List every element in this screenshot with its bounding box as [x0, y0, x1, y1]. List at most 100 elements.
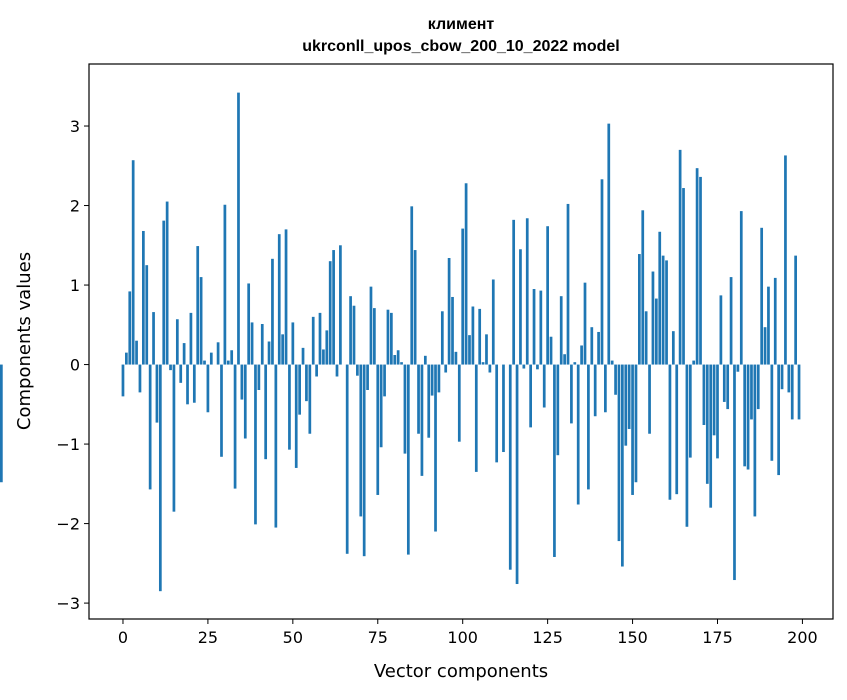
bar-component-97 [451, 297, 454, 365]
bar-component-104 [475, 365, 478, 472]
bar-component-119 [526, 218, 529, 364]
bar-component-36 [244, 365, 247, 439]
bar-component-25 [207, 365, 210, 413]
y-tick-label: −2 [56, 515, 80, 534]
bar-component-127 [553, 365, 556, 557]
bar-component-182 [740, 211, 743, 364]
bar-component-80 [393, 355, 396, 365]
bar-component-28 [217, 342, 220, 364]
bar-component-51 [295, 365, 298, 468]
bar-component-172 [706, 365, 709, 484]
bar-component-63 [336, 365, 339, 377]
bar-component-30 [224, 205, 227, 365]
bar-component-34 [237, 93, 240, 365]
bar-component-194 [781, 365, 784, 390]
bar-component-153 [641, 210, 644, 364]
bar-component-160 [665, 260, 668, 364]
bar-component-6 [142, 231, 145, 365]
bar-component-105 [478, 309, 481, 365]
bar-component-120 [529, 365, 532, 428]
bar-component-10 [156, 365, 159, 423]
bar-component-7 [145, 265, 148, 364]
bar-component-171 [703, 365, 706, 425]
x-axis-label: Vector components [374, 661, 548, 682]
bar-component-179 [730, 277, 733, 364]
bar-component-154 [645, 311, 648, 364]
bar-component-135 [580, 345, 583, 364]
x-tick-label: 125 [532, 628, 563, 647]
bar-component-94 [441, 311, 444, 364]
bar-component-42 [264, 365, 267, 460]
bar-component-9 [152, 312, 155, 364]
bar-component-122 [536, 365, 539, 370]
bar-component-39 [254, 365, 257, 525]
bar-component-31 [227, 361, 230, 365]
bar-component-11 [159, 365, 162, 592]
bar-component-41 [261, 324, 264, 365]
bar-component-126 [550, 337, 553, 365]
bar-component-116 [516, 365, 519, 584]
bar-component-180 [733, 365, 736, 580]
bar-component-96 [448, 258, 451, 365]
bar-component-59 [322, 349, 325, 364]
bar-component-157 [655, 299, 658, 365]
y-axis-label: Components values [14, 252, 35, 430]
bar-component-26 [210, 353, 213, 365]
bar-component-75 [376, 365, 379, 495]
bar-component-81 [397, 350, 400, 364]
bar-component-174 [713, 365, 716, 436]
x-tick-label: 175 [702, 628, 733, 647]
bar-component-178 [726, 365, 729, 410]
bar-component-23 [200, 277, 203, 364]
bar-component-79 [390, 313, 393, 365]
x-tick-label: 150 [617, 628, 648, 647]
bar-component-90 [427, 365, 430, 438]
bar-component-95 [444, 365, 447, 373]
bar-component-49 [288, 365, 291, 450]
bar-component-87 [417, 365, 420, 434]
bar-component-177 [723, 365, 726, 402]
bars-group [0, 93, 800, 592]
bar-component-161 [669, 365, 672, 500]
bar-component-175 [716, 365, 719, 459]
bar-component-192 [774, 278, 777, 365]
bar-component-20 [190, 313, 193, 365]
bar-component-117 [519, 249, 522, 364]
bar-component-84 [407, 365, 410, 555]
bar-component-93 [438, 365, 441, 393]
bar-component-48 [285, 229, 288, 364]
bar-component-16 [176, 319, 179, 364]
bar-component-196 [787, 365, 790, 393]
bar-component-152 [638, 254, 641, 365]
bar-component-108 [489, 365, 492, 373]
bar-component-187 [757, 365, 760, 410]
bar-component-166 [686, 365, 689, 527]
bar-component-130 [563, 354, 566, 364]
bar-component-12 [162, 221, 165, 365]
y-tick-label: 1 [70, 276, 80, 295]
bar-component-138 [590, 327, 593, 364]
bar-component-100 [461, 229, 464, 365]
bar-component-13 [166, 202, 169, 365]
bar-component-112 [502, 365, 505, 452]
bar-component-99 [458, 365, 461, 442]
y-tick-label: −1 [56, 435, 80, 454]
bar-component-8 [149, 365, 152, 490]
bar-component-165 [682, 188, 685, 365]
bar-component-5 [139, 365, 142, 393]
bar-component-21 [193, 365, 196, 403]
bar-component-17 [179, 365, 182, 383]
bar-component-69 [356, 365, 359, 376]
bar-component-32 [230, 350, 233, 364]
bar-component-110 [495, 365, 498, 463]
bar-component-143 [607, 124, 610, 365]
x-tick-label: 0 [118, 628, 128, 647]
bar-component-191 [770, 365, 773, 461]
bar-component-37 [247, 283, 250, 364]
bar-component-33 [234, 365, 237, 489]
bar-component-50 [291, 322, 294, 364]
bar-component-133 [573, 362, 576, 364]
bar-component-118 [522, 365, 525, 369]
